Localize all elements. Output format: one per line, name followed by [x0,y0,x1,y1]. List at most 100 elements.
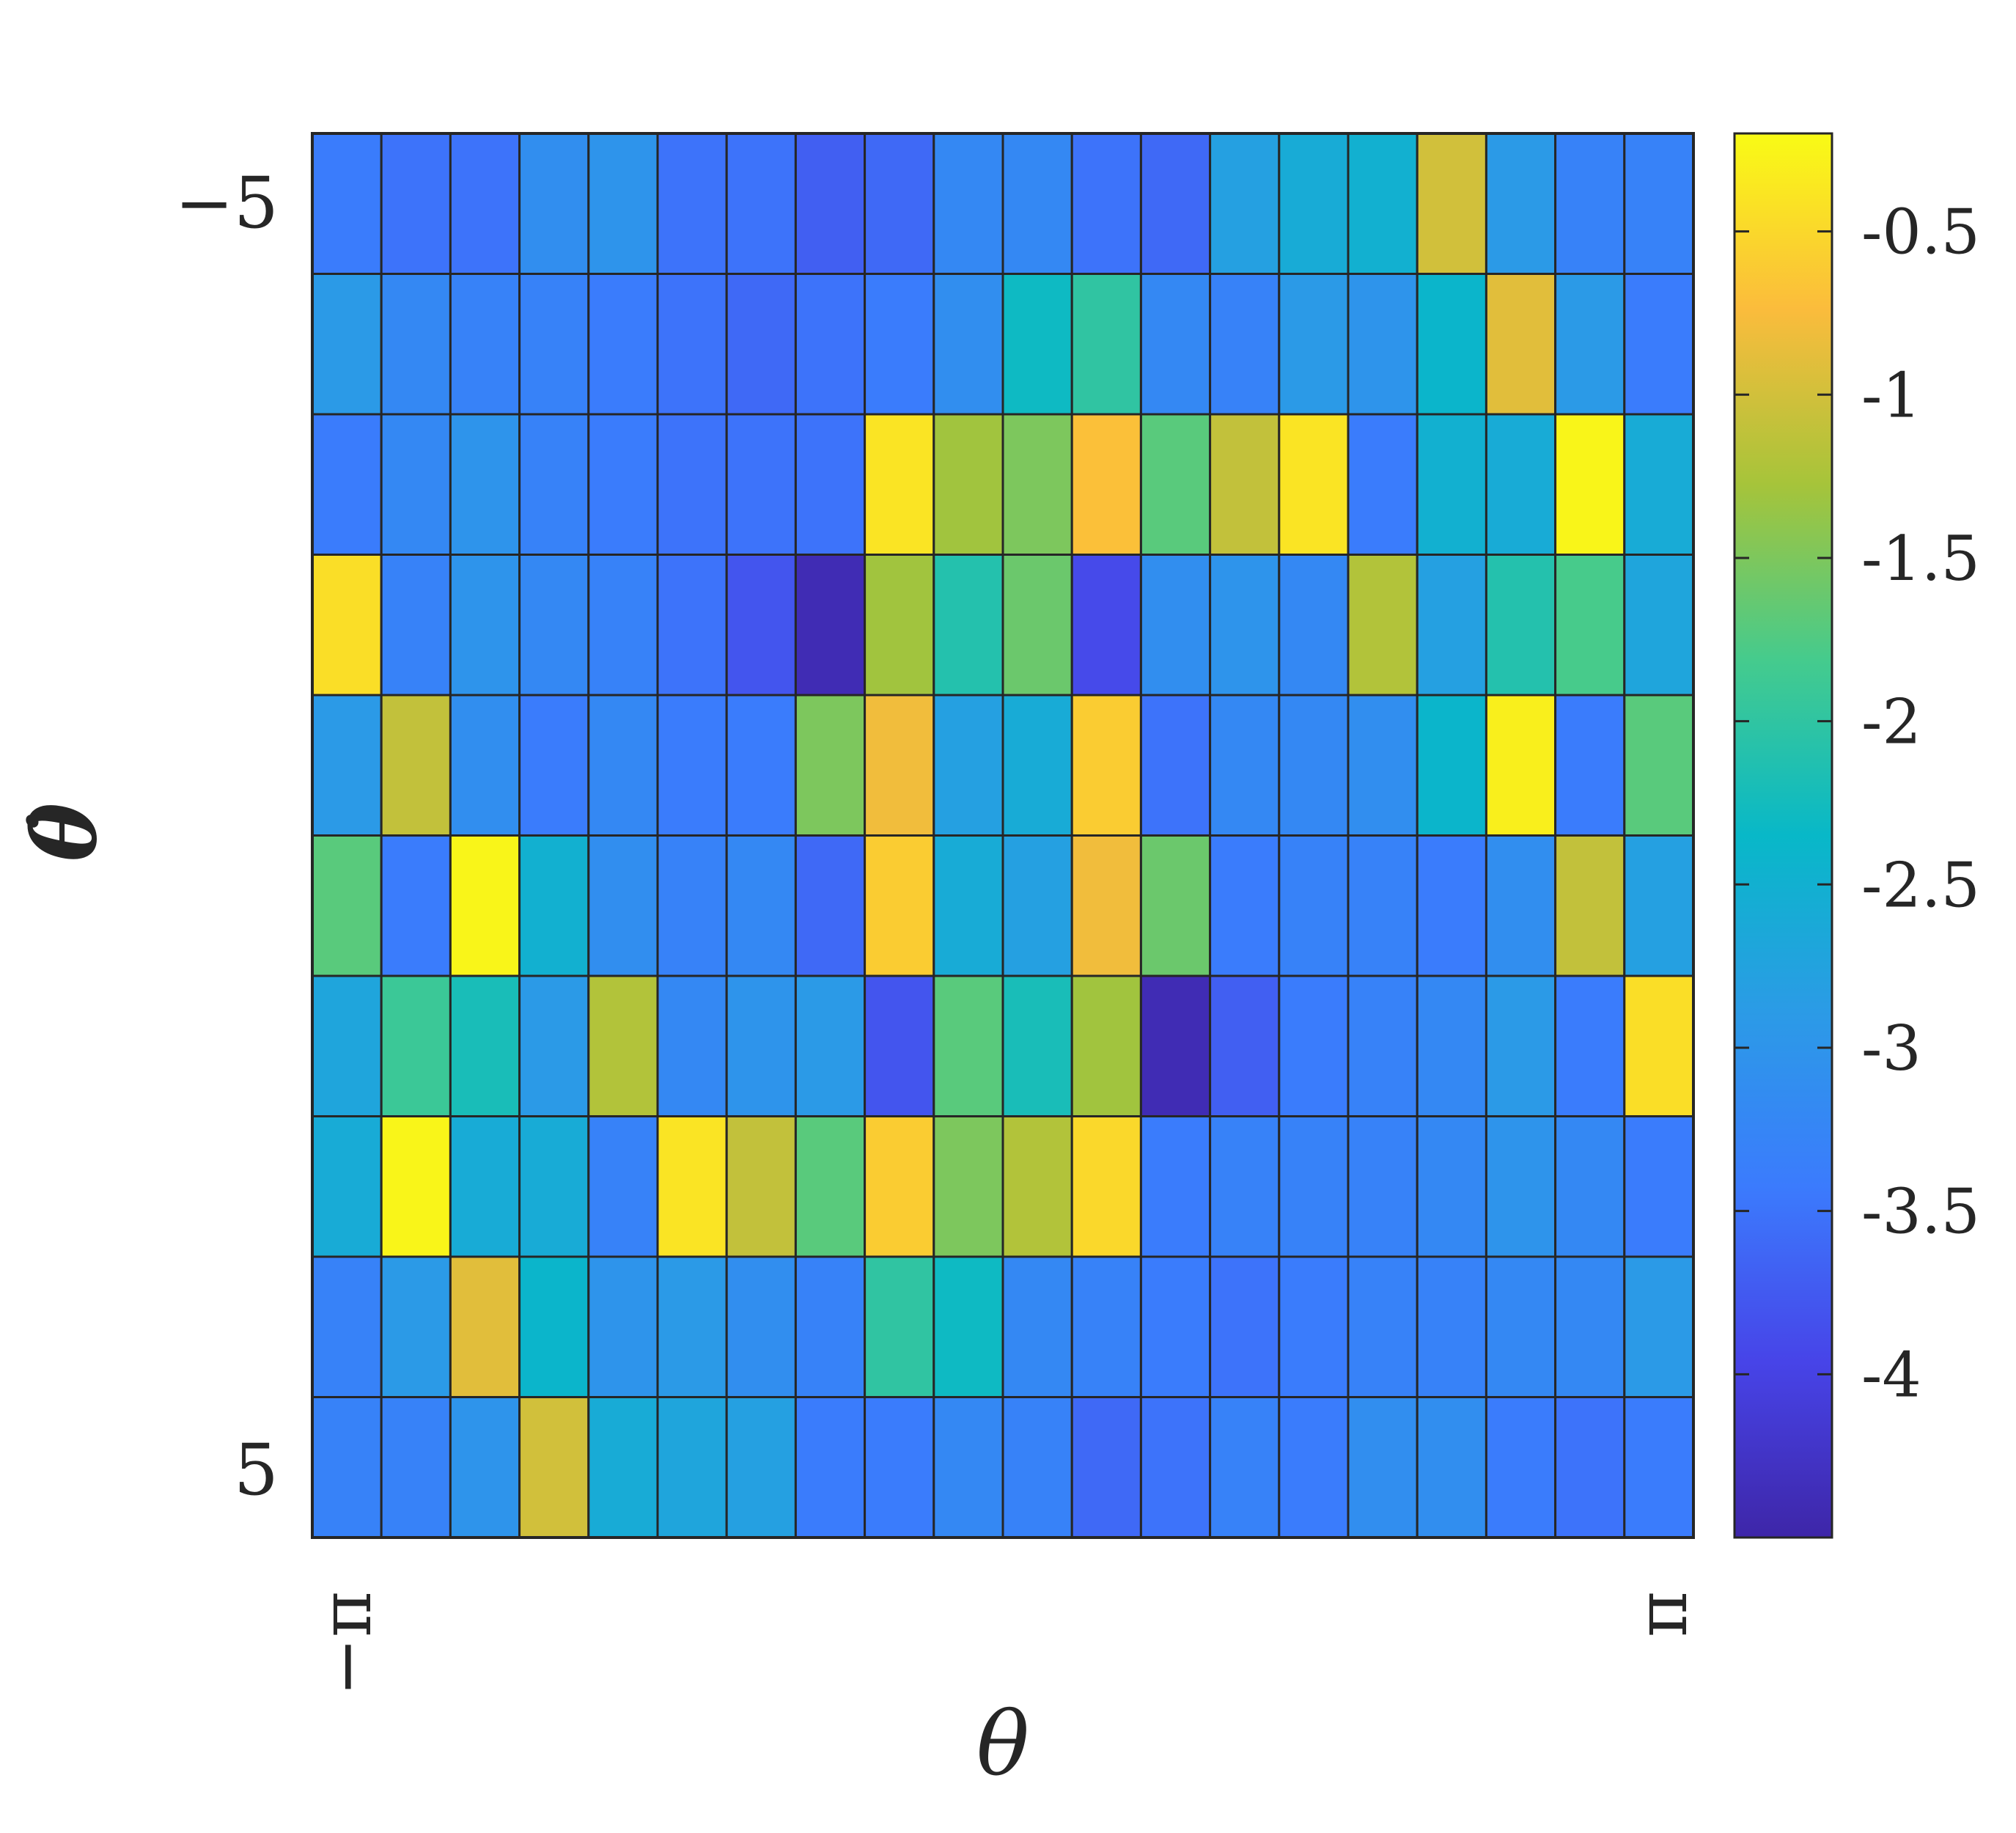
heatmap-cell-r0-c4 [587,132,659,275]
heatmap-cell-r7-c7 [794,1115,867,1258]
heatmap-cell-r1-c13 [1209,273,1281,416]
heatmap-cell-r6-c1 [380,974,452,1117]
heatmap-cell-r8-c19 [1623,1255,1695,1398]
heatmap-cell-r4-c12 [1139,694,1212,837]
heatmap-cell-r3-c7 [794,554,867,697]
y-axis-label: θ̇ [13,803,117,862]
heatmap-cell-r7-c9 [932,1115,1004,1258]
heatmap-cell-r5-c3 [518,834,590,977]
heatmap-cell-r5-c16 [1416,834,1487,977]
heatmap-cell-r9-c15 [1347,1396,1419,1539]
heatmap-cell-r1-c1 [380,273,452,416]
heatmap-cell-r9-c13 [1209,1396,1281,1539]
y-tick-label-bottom: 5 [234,1429,279,1511]
heatmap-cell-r2-c19 [1623,413,1695,556]
heatmap-cell-r1-c9 [932,273,1004,416]
heatmap-cell-r5-c2 [449,834,521,977]
heatmap-cell-r0-c10 [1001,132,1073,275]
heatmap-cell-r8-c1 [380,1255,452,1398]
heatmap-cell-r8-c18 [1554,1255,1626,1398]
heatmap-cell-r3-c16 [1416,554,1487,697]
heatmap-cell-r9-c10 [1001,1396,1073,1539]
heatmap-cell-r4-c16 [1416,694,1487,837]
heatmap-cell-r3-c14 [1278,554,1350,697]
heatmap-cell-r0-c3 [518,132,590,275]
heatmap-cell-r0-c6 [725,132,797,275]
heatmap-cell-r5-c10 [1001,834,1073,977]
heatmap-cell-r4-c10 [1001,694,1073,837]
heatmap-cell-r9-c2 [449,1396,521,1539]
heatmap-cell-r1-c3 [518,273,590,416]
heatmap-cell-r5-c17 [1485,834,1557,977]
heatmap-cell-r2-c8 [864,413,935,556]
heatmap-cell-r6-c17 [1485,974,1557,1117]
heatmap-cell-r3-c11 [1070,554,1142,697]
heatmap-cell-r9-c17 [1485,1396,1557,1539]
heatmap-cell-r7-c0 [311,1115,383,1258]
heatmap-cell-r3-c17 [1485,554,1557,697]
heatmap-cell-r8-c8 [864,1255,935,1398]
heatmap-cell-r2-c11 [1070,413,1142,556]
heatmap-cell-r9-c18 [1554,1396,1626,1539]
heatmap-cell-r6-c9 [932,974,1004,1117]
heatmap-cell-r1-c5 [656,273,728,416]
heatmap-cell-r6-c4 [587,974,659,1117]
heatmap-cell-r1-c19 [1623,273,1695,416]
heatmap-cell-r9-c0 [311,1396,383,1539]
heatmap-cell-r6-c16 [1416,974,1487,1117]
heatmap-cell-r0-c9 [932,132,1004,275]
heatmap-cell-r4-c3 [518,694,590,837]
heatmap-cell-r1-c0 [311,273,383,416]
colorbar-tick-label: -0.5 [1861,196,1980,268]
heatmap-cell-r6-c3 [518,974,590,1117]
heatmap-cell-r3-c19 [1623,554,1695,697]
heatmap-cell-r0-c17 [1485,132,1557,275]
heatmap-cell-r7-c2 [449,1115,521,1258]
heatmap-cell-r2-c12 [1139,413,1212,556]
x-tick-label-left: −π [305,1591,387,1697]
heatmap-cell-r0-c15 [1347,132,1419,275]
heatmap-cell-r0-c13 [1209,132,1281,275]
heatmap-cell-r8-c7 [794,1255,867,1398]
heatmap-cell-r2-c1 [380,413,452,556]
heatmap-cell-r1-c10 [1001,273,1073,416]
heatmap-cell-r2-c15 [1347,413,1419,556]
heatmap-cell-r2-c5 [656,413,728,556]
heatmap-cell-r0-c5 [656,132,728,275]
heatmap-cell-r3-c9 [932,554,1004,697]
heatmap-cell-r5-c18 [1554,834,1626,977]
heatmap-cell-r8-c17 [1485,1255,1557,1398]
heatmap-cell-r6-c10 [1001,974,1073,1117]
heatmap-cell-r7-c5 [656,1115,728,1258]
heatmap-cell-r2-c16 [1416,413,1487,556]
heatmap-cell-r0-c7 [794,132,867,275]
plot-area [311,132,1695,1539]
heatmap-cell-r9-c3 [518,1396,590,1539]
heatmap-cell-r6-c8 [864,974,935,1117]
heatmap-cell-r5-c4 [587,834,659,977]
heatmap-cell-r8-c4 [587,1255,659,1398]
colorbar-ticks: -0.5 -1 -1.5 -2 -2.5 -3 -3.5 -4 [1734,196,1980,1411]
heatmap-cell-r1-c7 [794,273,867,416]
colorbar-tick-label: -3 [1861,1013,1921,1084]
heatmap-cell-r7-c15 [1347,1115,1419,1258]
heatmap-cell-r2-c3 [518,413,590,556]
heatmap-cell-r4-c0 [311,694,383,837]
colorbar-tick-label: -1.5 [1861,523,1980,595]
heatmap-cell-r0-c16 [1416,132,1487,275]
y-tick-label-top: −5 [174,162,279,244]
plot-frame [311,132,1695,1539]
heatmap-cell-r8-c15 [1347,1255,1419,1398]
heatmap-cell-r1-c17 [1485,273,1557,416]
heatmap-cell-r1-c11 [1070,273,1142,416]
heatmap-cell-r4-c11 [1070,694,1142,837]
heatmap-cell-r7-c1 [380,1115,452,1258]
heatmap-cell-r1-c4 [587,273,659,416]
heatmap-cell-r7-c17 [1485,1115,1557,1258]
heatmap-cell-r6-c13 [1209,974,1281,1117]
heatmap-cell-r4-c9 [932,694,1004,837]
heatmap-cell-r4-c13 [1209,694,1281,837]
heatmap-cell-r2-c13 [1209,413,1281,556]
heatmap-cell-r3-c10 [1001,554,1073,697]
heatmap-cell-r9-c11 [1070,1396,1142,1539]
